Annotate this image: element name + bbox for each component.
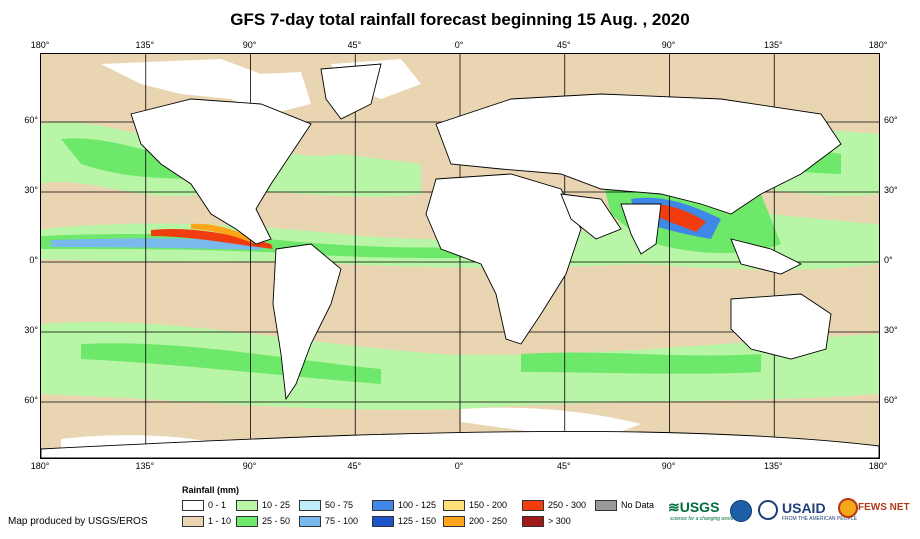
legend-label: 75 - 100 <box>325 516 359 526</box>
legend-label: 10 - 25 <box>262 500 291 510</box>
legend-swatch <box>299 500 321 511</box>
legend-swatch <box>182 516 204 527</box>
credit-text: Map produced by USGS/EROS <box>8 516 148 527</box>
latitude-label-left: 0° <box>29 255 38 265</box>
noaa-logo-icon <box>730 500 752 522</box>
latitude-label-right: 0° <box>884 255 893 265</box>
legend-label: 250 - 300 <box>548 500 587 510</box>
legend-label: 1 - 10 <box>208 516 232 526</box>
longitude-label-bottom: 135° <box>763 461 783 471</box>
longitude-label-bottom: 135° <box>135 461 155 471</box>
legend-label: No Data <box>621 500 655 510</box>
map-title: GFS 7-day total rainfall forecast beginn… <box>230 10 690 29</box>
legend-label: 25 - 50 <box>262 516 291 526</box>
fews-net-logo-text: FEWS NET <box>858 502 910 513</box>
legend-title: Rainfall (mm) <box>182 485 240 495</box>
rainfall-map <box>40 53 880 459</box>
usgs-logo: ≋USGS <box>668 499 719 516</box>
usgs-wave-icon: ≋ <box>668 499 680 515</box>
legend-swatch <box>443 516 465 527</box>
longitude-label-bottom: 0° <box>454 461 464 471</box>
latitude-label-right: 60° <box>884 115 898 125</box>
rainfall-map-canvas <box>41 54 879 458</box>
legend-label: 125 - 150 <box>398 516 437 526</box>
legend-label: 100 - 125 <box>398 500 437 510</box>
latitude-label-left: 60° <box>24 115 38 125</box>
legend-swatch <box>236 500 258 511</box>
longitude-label-top: 45° <box>556 40 571 50</box>
longitude-label-top: 135° <box>763 40 783 50</box>
legend-label: 50 - 75 <box>325 500 354 510</box>
longitude-label-bottom: 180° <box>30 461 50 471</box>
fews-net-globe-icon <box>838 498 858 518</box>
legend-swatch <box>236 516 258 527</box>
legend-swatch <box>443 500 465 511</box>
legend-swatch <box>522 500 544 511</box>
longitude-label-bottom: 90° <box>661 461 676 471</box>
longitude-label-top: 180° <box>868 40 888 50</box>
legend-swatch <box>299 516 321 527</box>
latitude-label-left: 30° <box>24 325 38 335</box>
longitude-label-top: 180° <box>30 40 50 50</box>
latitude-label-left: 60° <box>24 395 38 405</box>
legend-label: > 300 <box>548 516 571 526</box>
usgs-tagline: science for a changing world <box>670 516 734 522</box>
legend-swatch <box>372 516 394 527</box>
latitude-label-right: 60° <box>884 395 898 405</box>
legend-label: 200 - 250 <box>469 516 508 526</box>
longitude-label-top: 90° <box>242 40 257 50</box>
longitude-label-top: 135° <box>135 40 155 50</box>
longitude-label-bottom: 45° <box>347 461 362 471</box>
legend-swatch <box>595 500 617 511</box>
legend-label: 0 - 1 <box>208 500 227 510</box>
longitude-label-top: 0° <box>454 40 464 50</box>
longitude-label-top: 90° <box>661 40 676 50</box>
legend-swatch <box>372 500 394 511</box>
usaid-logo-text: USAID <box>782 500 826 516</box>
usgs-logo-text: USGS <box>679 499 720 515</box>
longitude-label-top: 45° <box>347 40 362 50</box>
legend-swatch <box>182 500 204 511</box>
legend-swatch <box>522 516 544 527</box>
latitude-label-right: 30° <box>884 325 898 335</box>
latitude-label-right: 30° <box>884 185 898 195</box>
longitude-label-bottom: 180° <box>868 461 888 471</box>
longitude-label-bottom: 90° <box>242 461 257 471</box>
usaid-seal-icon <box>758 500 778 520</box>
legend-label: 150 - 200 <box>469 500 508 510</box>
longitude-label-bottom: 45° <box>556 461 571 471</box>
latitude-label-left: 30° <box>24 185 38 195</box>
usaid-tagline: FROM THE AMERICAN PEOPLE <box>782 516 857 522</box>
